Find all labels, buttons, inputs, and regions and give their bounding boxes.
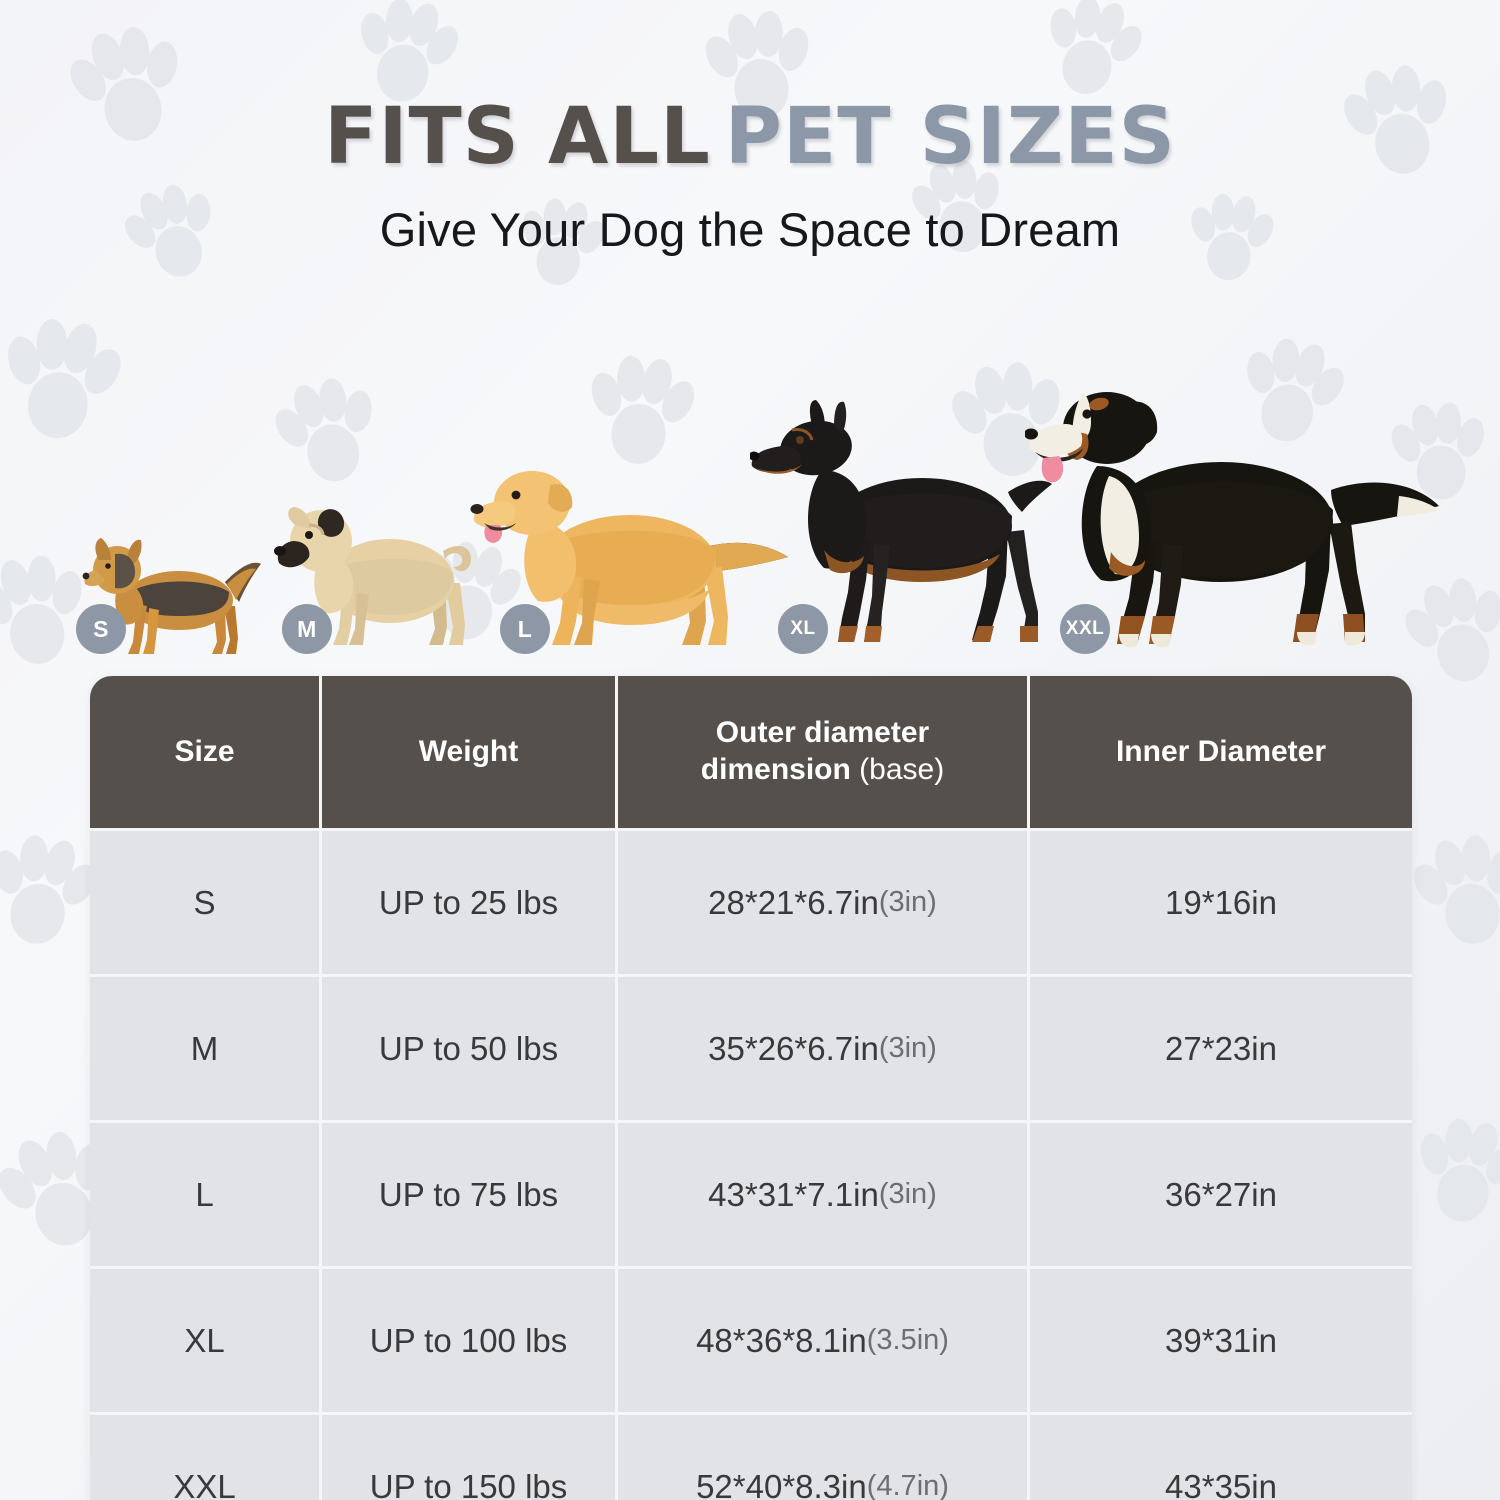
cell-weight: UP to 100 lbs xyxy=(322,1269,618,1412)
cell-outer-diameter: 43*31*7.1in (3in) xyxy=(618,1123,1030,1266)
cell-weight: UP to 25 lbs xyxy=(322,831,618,974)
page-subtitle: Give Your Dog the Space to Dream xyxy=(379,203,1121,256)
column-header-outer-line2: dimension xyxy=(700,753,860,786)
cell-inner-diameter: 19*16in xyxy=(1030,831,1412,974)
column-header-weight: Weight xyxy=(322,676,618,828)
title-part-one: FITS ALL xyxy=(324,92,711,182)
dog-illustration-s xyxy=(75,530,275,670)
cell-weight: UP to 75 lbs xyxy=(322,1123,618,1266)
cell-size: XXL xyxy=(90,1415,322,1500)
dog-illustration-l xyxy=(470,455,800,670)
dog-illustration-xl xyxy=(750,400,1090,670)
column-header-outer-base: (base) xyxy=(859,753,945,786)
cell-size: XL xyxy=(90,1269,322,1412)
page-title: FITS ALL PET SIZES xyxy=(0,98,1500,176)
size-badge-m: M xyxy=(282,604,332,654)
table-row: L UP to 75 lbs 43*31*7.1in (3in) 36*27in xyxy=(90,1120,1412,1266)
cell-size: L xyxy=(90,1123,322,1266)
table-row: S UP to 25 lbs 28*21*6.7in (3in) 19*16in xyxy=(90,828,1412,974)
cell-weight: UP to 50 lbs xyxy=(322,977,618,1120)
cell-size: S xyxy=(90,831,322,974)
table-row: XL UP to 100 lbs 48*36*8.1in (3.5in) 39*… xyxy=(90,1266,1412,1412)
table-row: XXL UP to 150 lbs 52*40*8.3in (4.7in) 43… xyxy=(90,1412,1412,1500)
cell-outer-base: (3in) xyxy=(878,886,937,918)
column-header-outer-diameter: Outer diameter dimension (base) xyxy=(618,676,1030,828)
size-badge-xl: XL xyxy=(778,604,828,654)
cell-outer-diameter: 48*36*8.1in (3.5in) xyxy=(618,1269,1030,1412)
header-block: FITS ALL PET SIZES Give Your Dog the Spac… xyxy=(0,0,1500,257)
column-header-size: Size xyxy=(90,676,322,828)
table-header-row: Size Weight Outer diameter dimension (ba… xyxy=(90,676,1412,828)
cell-outer-base: (3.5in) xyxy=(866,1324,949,1356)
cell-outer-value: 52*40*8.3in xyxy=(696,1467,867,1500)
cell-outer-value: 28*21*6.7in xyxy=(708,883,879,921)
cell-outer-base: (3in) xyxy=(878,1178,937,1210)
cell-outer-diameter: 35*26*6.7in (3in) xyxy=(618,977,1030,1120)
dog-size-lineup: S xyxy=(60,330,1460,670)
cell-outer-diameter: 28*21*6.7in (3in) xyxy=(618,831,1030,974)
size-badge-s: S xyxy=(76,604,126,654)
cell-outer-base: (3in) xyxy=(878,1032,937,1064)
cell-size: M xyxy=(90,977,322,1120)
size-badge-xxl: XXL xyxy=(1060,604,1110,654)
cell-outer-value: 35*26*6.7in xyxy=(708,1029,879,1067)
cell-outer-value: 43*31*7.1in xyxy=(708,1175,879,1213)
table-row: M UP to 50 lbs 35*26*6.7in (3in) 27*23in xyxy=(90,974,1412,1120)
cell-inner-diameter: 36*27in xyxy=(1030,1123,1412,1266)
cell-weight: UP to 150 lbs xyxy=(322,1415,618,1500)
size-badge-l: L xyxy=(500,604,550,654)
table-body: S UP to 25 lbs 28*21*6.7in (3in) 19*16in… xyxy=(90,828,1412,1500)
column-header-outer-line1: Outer diameter xyxy=(715,716,930,750)
title-part-two: PET SIZES xyxy=(724,92,1176,182)
size-chart-table: Size Weight Outer diameter dimension (ba… xyxy=(90,676,1412,1500)
column-header-inner-diameter: Inner Diameter xyxy=(1030,676,1412,828)
cell-inner-diameter: 27*23in xyxy=(1030,977,1412,1120)
cell-inner-diameter: 39*31in xyxy=(1030,1269,1412,1412)
cell-inner-diameter: 43*35in xyxy=(1030,1415,1412,1500)
cell-outer-base: (4.7in) xyxy=(866,1470,949,1500)
cell-outer-diameter: 52*40*8.3in (4.7in) xyxy=(618,1415,1030,1500)
cell-outer-value: 48*36*8.1in xyxy=(696,1321,867,1359)
